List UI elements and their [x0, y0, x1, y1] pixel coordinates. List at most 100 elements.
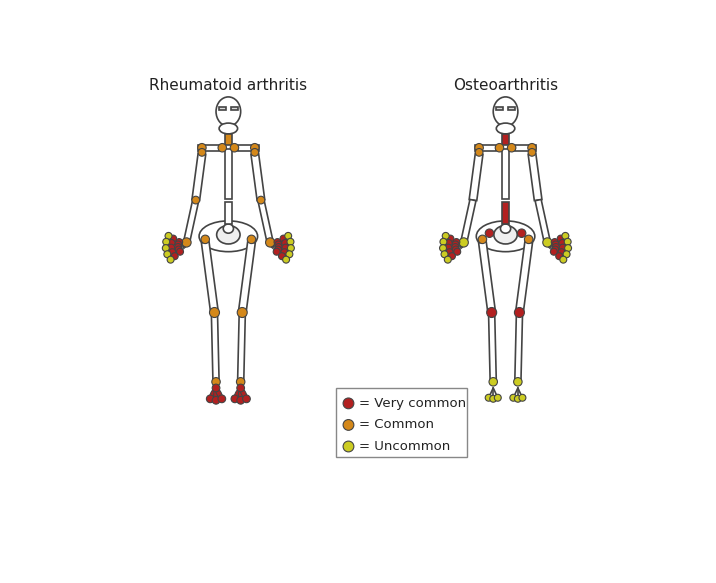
Circle shape: [551, 238, 558, 245]
Circle shape: [206, 395, 214, 403]
Bar: [198, 145, 219, 151]
Circle shape: [275, 241, 282, 248]
Circle shape: [528, 143, 536, 152]
Circle shape: [559, 240, 566, 247]
Circle shape: [485, 394, 492, 401]
Circle shape: [198, 143, 206, 152]
Bar: [516, 242, 533, 313]
Circle shape: [558, 249, 565, 256]
Circle shape: [475, 149, 483, 156]
Bar: [251, 153, 265, 201]
Circle shape: [454, 248, 460, 255]
Circle shape: [212, 396, 220, 404]
Circle shape: [559, 244, 566, 251]
Ellipse shape: [213, 388, 218, 401]
Circle shape: [237, 396, 245, 404]
Circle shape: [485, 229, 494, 237]
Bar: [515, 145, 536, 151]
Bar: [508, 107, 516, 110]
Circle shape: [459, 238, 468, 247]
Circle shape: [167, 256, 174, 263]
Circle shape: [274, 246, 281, 253]
Circle shape: [169, 249, 175, 256]
Bar: [528, 153, 542, 201]
Ellipse shape: [234, 388, 241, 399]
Circle shape: [557, 235, 564, 242]
Circle shape: [514, 307, 524, 318]
Circle shape: [343, 420, 354, 430]
Circle shape: [175, 238, 183, 245]
Circle shape: [243, 395, 251, 403]
Ellipse shape: [199, 221, 258, 252]
Circle shape: [552, 244, 559, 251]
Circle shape: [283, 256, 289, 263]
Circle shape: [165, 233, 172, 240]
Bar: [535, 199, 551, 243]
Bar: [225, 134, 232, 145]
Circle shape: [445, 240, 452, 247]
Circle shape: [565, 245, 571, 252]
Circle shape: [528, 149, 536, 156]
Circle shape: [218, 395, 226, 403]
Ellipse shape: [219, 123, 238, 134]
Circle shape: [440, 245, 447, 252]
Circle shape: [518, 229, 526, 237]
Circle shape: [175, 241, 182, 248]
Circle shape: [478, 235, 487, 244]
Bar: [201, 242, 218, 313]
Circle shape: [175, 244, 182, 251]
Circle shape: [212, 378, 221, 386]
Circle shape: [552, 246, 558, 253]
Bar: [502, 202, 509, 224]
Bar: [336, 388, 467, 457]
Circle shape: [274, 238, 281, 245]
Circle shape: [236, 378, 245, 386]
Circle shape: [543, 238, 552, 247]
Circle shape: [445, 256, 451, 263]
Circle shape: [495, 143, 503, 152]
Circle shape: [163, 245, 169, 252]
Circle shape: [286, 251, 293, 258]
Circle shape: [442, 233, 449, 240]
Bar: [475, 145, 496, 151]
Ellipse shape: [238, 388, 243, 401]
Bar: [496, 107, 503, 110]
Circle shape: [510, 394, 517, 401]
Text: = Very common: = Very common: [359, 397, 466, 410]
Circle shape: [564, 238, 571, 245]
Circle shape: [562, 233, 569, 240]
Bar: [192, 153, 205, 201]
Circle shape: [279, 252, 286, 259]
Ellipse shape: [217, 226, 240, 244]
Circle shape: [164, 251, 171, 258]
Circle shape: [281, 249, 288, 256]
Circle shape: [171, 252, 178, 259]
Circle shape: [257, 196, 265, 204]
Ellipse shape: [223, 224, 233, 233]
Bar: [502, 134, 509, 145]
Bar: [218, 107, 226, 110]
Circle shape: [201, 235, 210, 244]
Circle shape: [519, 394, 526, 401]
Text: = Common: = Common: [359, 419, 434, 431]
Circle shape: [218, 143, 226, 152]
Circle shape: [287, 238, 294, 245]
Bar: [460, 199, 476, 243]
Circle shape: [446, 249, 453, 256]
Bar: [231, 107, 238, 110]
Circle shape: [198, 149, 205, 156]
Ellipse shape: [494, 226, 517, 244]
Circle shape: [168, 244, 175, 251]
Ellipse shape: [496, 123, 515, 134]
Circle shape: [212, 384, 220, 392]
Circle shape: [453, 238, 460, 245]
Circle shape: [552, 241, 559, 248]
Circle shape: [343, 398, 354, 409]
Bar: [258, 199, 274, 243]
Bar: [469, 153, 483, 201]
Circle shape: [551, 248, 557, 255]
Circle shape: [441, 251, 448, 258]
Ellipse shape: [210, 388, 217, 399]
Circle shape: [168, 240, 175, 247]
Circle shape: [440, 238, 447, 245]
